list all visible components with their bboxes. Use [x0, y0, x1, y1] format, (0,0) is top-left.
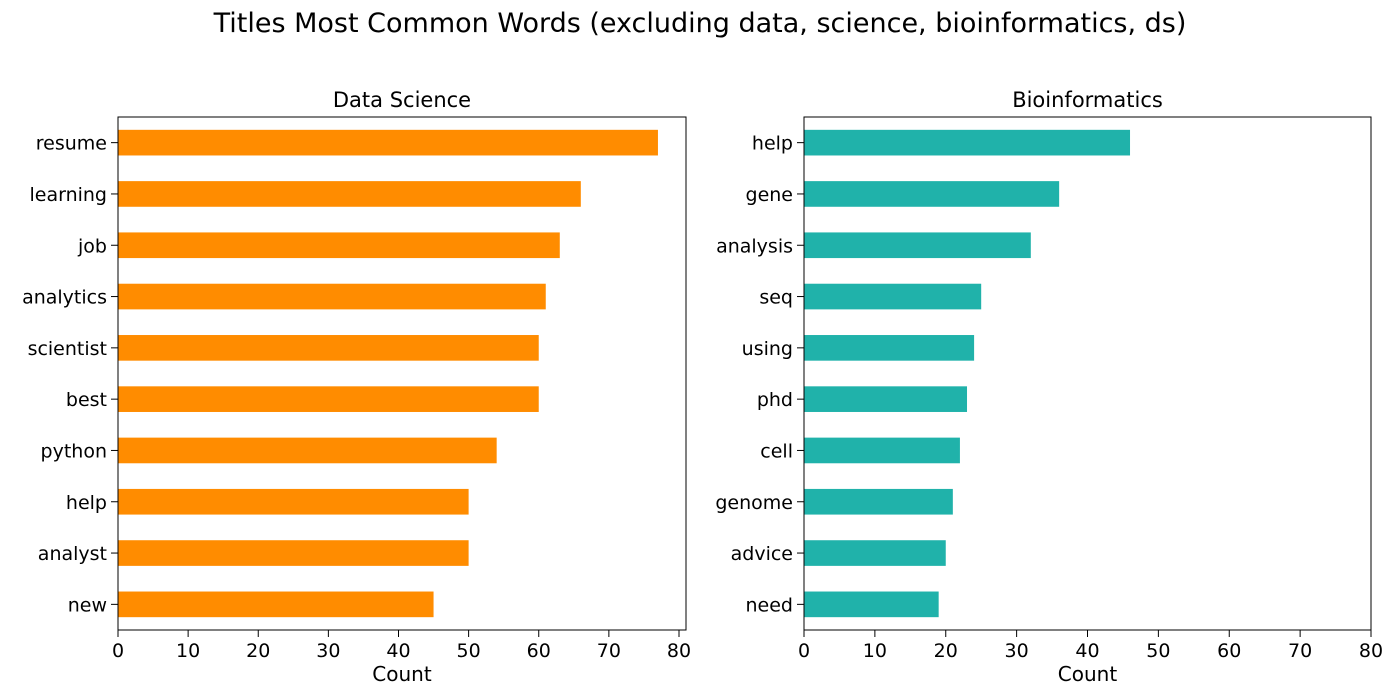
- y-tick-label: new: [68, 594, 107, 616]
- y-tick-label: analyst: [38, 543, 107, 565]
- bar-job: [118, 232, 560, 259]
- bar-cell: [804, 437, 960, 464]
- y-tick-label: using: [742, 338, 793, 360]
- y-tick-label: help: [752, 133, 793, 155]
- bar-need: [804, 591, 939, 618]
- bar-advice: [804, 540, 946, 566]
- y-tick-label: job: [77, 235, 107, 257]
- x-tick-label: 60: [527, 640, 551, 662]
- y-tick-label: best: [66, 389, 107, 411]
- y-tick-label: gene: [746, 184, 793, 206]
- x-tick-label: 0: [112, 640, 124, 662]
- x-tick-label: 50: [457, 640, 481, 662]
- subplot-title: Bioinformatics: [1012, 88, 1163, 112]
- x-axis-label: Count: [1058, 662, 1118, 686]
- x-tick-label: 70: [597, 640, 621, 662]
- bar-learning: [118, 181, 581, 207]
- plot-frame: [117, 116, 687, 631]
- bar-resume: [118, 129, 658, 156]
- bar-phd: [804, 386, 968, 412]
- x-tick-label: 20: [246, 640, 270, 662]
- y-tick-label: seq: [759, 287, 793, 309]
- x-tick-label: 0: [798, 640, 810, 662]
- bioinformatics-chart: Bioinformatics help gene analysis seq using ph…: [715, 88, 1383, 686]
- bar-gene: [804, 181, 1060, 207]
- x-tick-label: 10: [863, 640, 887, 662]
- x-tick-label: 60: [1217, 640, 1241, 662]
- bar-analytics: [118, 283, 546, 310]
- bar-python: [118, 437, 497, 464]
- x-axis-label: Count: [372, 662, 432, 686]
- y-tick-label: phd: [757, 389, 793, 411]
- y-tick-label: advice: [731, 543, 793, 565]
- y-tick-label: help: [66, 492, 107, 514]
- y-tick-label: need: [746, 594, 793, 616]
- y-tick-label: scientist: [28, 338, 107, 360]
- x-tick-label: 10: [176, 640, 200, 662]
- bar-best: [118, 386, 539, 412]
- data-science-chart: Data Science resume learning job analytics sc…: [22, 88, 691, 686]
- bar-analysis: [804, 232, 1031, 259]
- y-tick-label: analytics: [22, 287, 107, 309]
- y-tick-label: python: [41, 440, 107, 462]
- x-tick-label: 80: [1359, 640, 1383, 662]
- bar-seq: [804, 283, 982, 310]
- bar-new: [118, 591, 434, 618]
- x-tick-label: 40: [386, 640, 410, 662]
- y-tick-label: learning: [29, 184, 107, 206]
- x-tick-label: 50: [1146, 640, 1170, 662]
- x-tick-label: 30: [316, 640, 340, 662]
- x-tick-label: 30: [1005, 640, 1029, 662]
- subplot-title: Data Science: [333, 88, 471, 112]
- x-tick-label: 70: [1288, 640, 1312, 662]
- y-tick-label: genome: [715, 492, 793, 514]
- y-tick-label: cell: [760, 440, 793, 462]
- y-tick-label: analysis: [716, 235, 793, 257]
- bar-genome: [804, 488, 953, 515]
- x-tick-label: 80: [667, 640, 691, 662]
- bar-help: [118, 488, 469, 515]
- bar-analyst: [118, 540, 469, 566]
- y-tick-label: resume: [36, 133, 107, 155]
- figure-title: Titles Most Common Words (excluding data…: [213, 8, 1187, 39]
- bar-help: [804, 129, 1131, 156]
- bar-scientist: [118, 335, 539, 361]
- x-tick-label: 40: [1075, 640, 1099, 662]
- x-tick-label: 20: [934, 640, 958, 662]
- bar-using: [804, 335, 975, 361]
